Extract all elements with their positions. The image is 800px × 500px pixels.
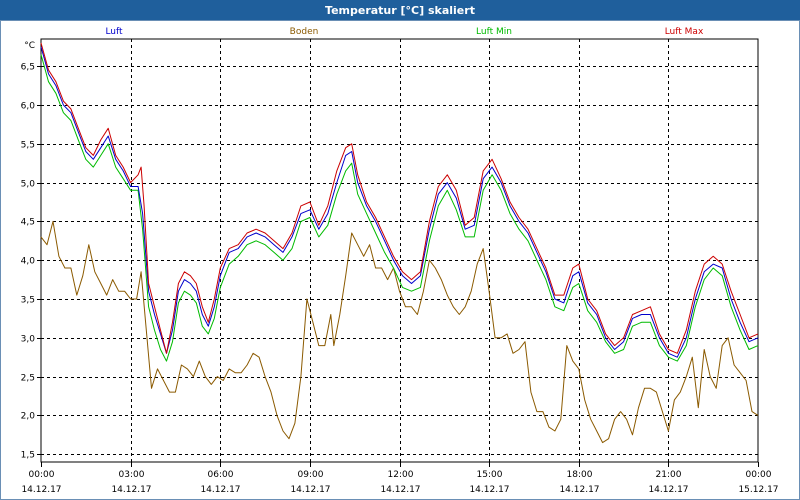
x-tick-label-time: 12:00: [388, 470, 414, 480]
grid: [41, 39, 758, 462]
temperature-chart: 1,5 2,0 2,5 3,0 3,5 4,0 4,5 5,0 5,5 6,0 6,5 °C 00:00…: [21, 27, 779, 495]
x-tick-label-time: 18:00: [567, 470, 593, 480]
y-tick-label: 3,5: [21, 296, 35, 306]
x-tick-label-time: 09:00: [298, 470, 324, 480]
y-tick-label: 2,5: [21, 374, 35, 384]
x-tick-label-date: 14.12.17: [648, 485, 688, 495]
y-tick-label: 3,0: [21, 335, 36, 345]
y-tick-label: 4,5: [21, 218, 35, 228]
y-axis-unit: °C: [24, 41, 35, 51]
axes: 1,5 2,0 2,5 3,0 3,5 4,0 4,5 5,0 5,5 6,0 6,5 °C 00:00…: [21, 38, 779, 495]
series-group: [40, 42, 759, 444]
x-tick-label-date: 14.12.17: [290, 485, 330, 495]
x-tick-label-date: 14.12.17: [380, 485, 420, 495]
x-tick-label-time: 00:00: [746, 470, 772, 480]
x-tick-label-time: 21:00: [656, 470, 682, 480]
legend: Luft Boden Luft Min Luft Max: [105, 27, 704, 37]
x-tick-label-date: 14.12.17: [559, 485, 599, 495]
series-line-boden: [40, 220, 759, 444]
chart-frame: 1,5 2,0 2,5 3,0 3,5 4,0 4,5 5,0 5,5 6,0 6,5 °C 00:00…: [0, 20, 800, 500]
y-tick-label: 5,0: [21, 180, 36, 190]
legend-entry-luft-max: Luft Max: [665, 27, 704, 37]
y-tick-label: 2,0: [21, 412, 36, 422]
chart-title: Temperatur [°C] skaliert: [0, 0, 800, 20]
x-tick-label-date: 14.12.17: [111, 485, 151, 495]
x-tick-label-time: 03:00: [119, 470, 145, 480]
x-tick-label-time: 00:00: [29, 470, 55, 480]
y-tick-label: 6,5: [21, 63, 35, 73]
y-tick-label: 4,0: [21, 257, 36, 267]
x-tick-label-date: 14.12.17: [200, 485, 240, 495]
legend-entry-luft: Luft: [105, 27, 123, 37]
x-tick-label-date: 15.12.17: [738, 485, 778, 495]
x-tick-label-date: 14.12.17: [469, 485, 509, 495]
x-tick-label-date: 14.12.17: [21, 485, 61, 495]
legend-entry-luft-min: Luft Min: [476, 27, 512, 37]
x-tick-label-time: 06:00: [208, 470, 234, 480]
y-tick-label: 6,0: [21, 102, 36, 112]
series-line-luft: [40, 46, 759, 358]
y-tick-label: 1,5: [21, 451, 35, 461]
y-tick-label: 5,5: [21, 141, 35, 151]
series-line-luft-min: [40, 54, 759, 362]
x-tick-label-time: 15:00: [477, 470, 503, 480]
plot-border: [40, 38, 759, 463]
series-line-luft-max: [40, 42, 759, 354]
legend-entry-boden: Boden: [290, 27, 319, 37]
